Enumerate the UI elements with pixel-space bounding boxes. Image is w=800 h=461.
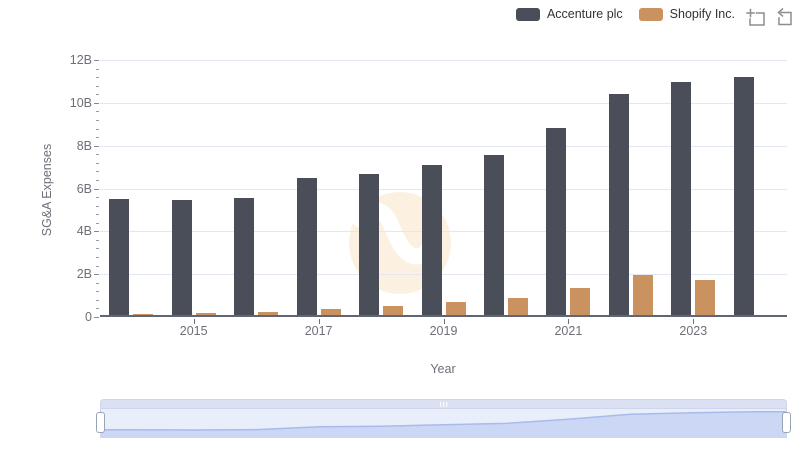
logo-watermark-icon (349, 192, 451, 294)
x-axis-tick (693, 319, 695, 324)
bar-accenture-plc-2024[interactable] (733, 76, 754, 315)
y-axis-tick-label: 2B (76, 267, 92, 282)
datazoom-grip-icon (439, 402, 448, 407)
x-axis-tick-label: 2023 (679, 324, 708, 338)
plot-area: 0 2B 4B 6B 8B 10B 12B 2015 2017 2019 2021 2023 (70, 53, 787, 338)
x-axis-tick (568, 319, 570, 324)
bar-shopify-inc-2018[interactable] (383, 305, 403, 315)
bar-accenture-plc-2018[interactable] (359, 174, 379, 315)
y-axis-minor-tick (96, 68, 99, 70)
y-axis-tick (94, 60, 99, 61)
y-axis-minor-tick (96, 205, 99, 207)
y-axis-minor-tick (96, 162, 99, 164)
zoom-select-button[interactable] (746, 8, 766, 27)
x-axis-tick (443, 319, 445, 324)
y-axis-tick-label: 10B (69, 95, 92, 110)
y-axis-tick-label: 0 (85, 310, 92, 324)
y-axis-tick (94, 102, 99, 104)
legend: Accenture plc Shopify Inc. (515, 7, 735, 22)
y-axis-tick (94, 274, 99, 276)
y-axis-minor-tick (96, 222, 99, 224)
y-axis-minor-tick (96, 291, 99, 293)
y-axis-tick (94, 145, 99, 147)
y-axis-minor-tick (96, 128, 99, 130)
bar-shopify-inc-2019[interactable] (445, 301, 466, 315)
zoom-select-icon (746, 8, 765, 26)
legend-swatch-shopify-inc (638, 8, 663, 21)
y-axis-minor-tick (96, 239, 99, 241)
bar-accenture-plc-2022[interactable] (608, 93, 629, 315)
y-gridline (100, 60, 787, 61)
y-axis-minor-tick (96, 265, 99, 267)
legend-item-accenture-plc[interactable]: Accenture plc (515, 7, 623, 22)
y-axis-minor-tick (96, 197, 99, 199)
x-axis-tick-label: 2019 (429, 324, 458, 338)
y-axis-tick (94, 231, 99, 233)
y-axis-tick-label: 6B (76, 181, 92, 196)
y-gridline (100, 102, 787, 104)
y-axis-tick (94, 188, 99, 190)
bar-accenture-plc-2023[interactable] (671, 82, 692, 315)
x-axis-tick-label: 2015 (179, 324, 208, 338)
x-axis-line (100, 315, 787, 317)
bar-accenture-plc-2019[interactable] (421, 164, 442, 315)
restore-icon (777, 7, 792, 26)
datazoom-left-handle[interactable] (96, 412, 105, 433)
y-gridline (100, 274, 787, 276)
y-gridline (100, 231, 787, 233)
legend-label-accenture-plc: Accenture plc (546, 7, 623, 21)
y-axis-minor-tick (96, 179, 99, 181)
x-axis-tick (318, 319, 320, 324)
restore-button[interactable] (774, 7, 794, 27)
y-axis-minor-tick (96, 94, 99, 96)
legend-swatch-accenture-plc (515, 8, 540, 21)
y-axis-minor-tick (96, 111, 99, 113)
y-axis-minor-tick (96, 308, 99, 310)
bar-accenture-plc-2020[interactable] (484, 155, 504, 315)
y-axis-minor-tick (96, 119, 99, 121)
y-axis-minor-tick (96, 77, 99, 79)
y-axis-minor-tick (96, 257, 99, 259)
y-axis-minor-tick (96, 214, 99, 216)
bar-shopify-inc-2020[interactable] (508, 297, 528, 315)
bar-accenture-plc-2017[interactable] (296, 177, 317, 315)
y-gridline (100, 145, 787, 147)
y-axis-minor-tick (96, 282, 99, 284)
x-axis-tick-label: 2017 (304, 324, 333, 338)
bar-shopify-inc-2016[interactable] (258, 311, 279, 315)
y-axis-minor-tick (96, 154, 99, 156)
bar-accenture-plc-2021[interactable] (546, 127, 567, 315)
y-axis-tick (94, 317, 99, 318)
legend-label-shopify-inc: Shopify Inc. (669, 7, 735, 21)
datazoom-slider[interactable] (96, 399, 791, 438)
bar-shopify-inc-2021[interactable] (570, 288, 591, 315)
datazoom-move-handle[interactable] (100, 399, 787, 408)
x-axis-title: Year (430, 362, 456, 376)
bar-shopify-inc-2017[interactable] (320, 309, 341, 315)
datazoom-data-profile (101, 411, 786, 437)
y-axis-tick-label: 8B (76, 138, 92, 153)
x-axis-tick (193, 319, 195, 324)
y-axis-minor-tick (96, 137, 99, 139)
bar-accenture-plc-2015[interactable] (171, 200, 192, 315)
x-axis-tick-label: 2021 (554, 324, 583, 338)
y-axis-minor-tick (96, 85, 99, 87)
bar-accenture-plc-2014[interactable] (109, 199, 130, 315)
bar-shopify-inc-2023[interactable] (695, 279, 716, 315)
y-axis-tick-label: 4B (76, 224, 92, 239)
legend-item-shopify-inc[interactable]: Shopify Inc. (638, 7, 735, 22)
y-axis-minor-tick (96, 171, 99, 173)
y-axis-tick-label: 12B (69, 53, 92, 67)
datazoom-right-handle[interactable] (782, 412, 791, 433)
bar-shopify-inc-2022[interactable] (632, 274, 653, 315)
y-axis-minor-tick (96, 248, 99, 250)
datazoom-track[interactable] (100, 408, 787, 438)
bar-shopify-inc-2015[interactable] (195, 313, 216, 315)
y-gridline (100, 188, 787, 190)
bar-shopify-inc-2014[interactable] (133, 313, 154, 315)
y-axis-minor-tick (96, 299, 99, 301)
bar-accenture-plc-2016[interactable] (234, 197, 255, 315)
